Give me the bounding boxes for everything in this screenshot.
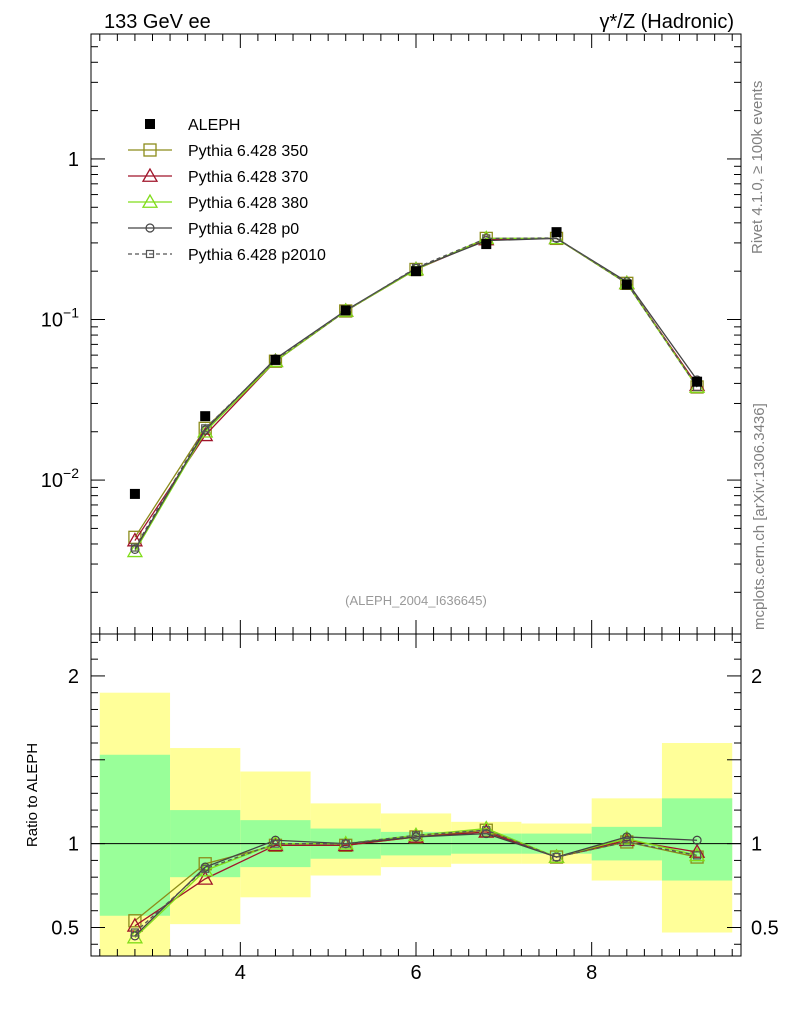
ytick-base: 10	[41, 310, 63, 332]
ratio-series-4-point-6	[552, 852, 561, 862]
data-point-2	[270, 354, 281, 365]
legend-label-3: Pythia 6.428 p0	[188, 221, 299, 238]
ytick-exp: −2	[63, 465, 79, 481]
ytick-exp: −1	[63, 305, 79, 321]
header-left: 133 GeV ee	[104, 11, 211, 33]
legend-marker-1	[141, 167, 159, 182]
data-point-6	[551, 227, 562, 238]
ytick-base: 10	[41, 470, 63, 492]
ratio-ytick-label-right-1: 1	[751, 834, 762, 856]
main-series-line-1	[134, 237, 698, 541]
ratio-ylabel: Ratio to ALEPH	[24, 743, 41, 847]
ratio-series-4-point-5	[482, 826, 491, 835]
ratio-ytick-label-left-2: 2	[68, 666, 79, 688]
legend-marker-2	[141, 193, 159, 208]
ratio-series-1-point-8	[688, 843, 706, 858]
ratio-series-4-point-4	[411, 831, 421, 840]
ratio-series-4-point-1	[201, 864, 210, 873]
ratio-band-green-0	[99, 754, 171, 916]
main-series-line-3	[134, 237, 698, 550]
main-ytick-label-1: 10−1	[41, 305, 79, 332]
main-series-1-point-1	[197, 427, 214, 442]
ratio-series-4-point-8	[692, 851, 702, 860]
ratio-xtick-label-2: 8	[586, 962, 597, 984]
ratio-series-4-point-0	[130, 928, 140, 937]
ratio-series-0-point-1	[198, 857, 212, 871]
legend-marker-4	[145, 249, 155, 259]
ratio-ytick-label-left-1: 1	[68, 834, 79, 856]
analysis-id: (ALEPH_2004_I636645)	[345, 593, 487, 608]
ratio-ytick-label-right-2: 2	[751, 666, 762, 688]
data-point-0	[129, 488, 140, 499]
ratio-series-line-3	[134, 832, 698, 937]
ratio-plot: 4 6 8 0.5 0.5 1 1 2 2 Ratio to ALEPH	[24, 633, 779, 984]
ratio-series-4-point-7	[622, 837, 631, 847]
legend-label-0: Pythia 6.428 350	[188, 143, 308, 160]
data-point-1	[200, 411, 211, 422]
ratio-series-4-point-3	[341, 839, 350, 848]
legend-label-1: Pythia 6.428 370	[188, 169, 308, 186]
side-label-bottom: mcplots.cern.ch [arXiv:1306.3436]	[751, 403, 768, 630]
ratio-xtick-label-1: 6	[410, 962, 421, 984]
data-point-5	[481, 239, 492, 250]
ratio-series-4-point-2	[271, 839, 280, 848]
main-series-line-4	[134, 237, 698, 548]
ratio-ytick-label-right-0: 0.5	[751, 917, 779, 939]
data-point-4	[411, 266, 421, 277]
main-series-line-0	[134, 237, 698, 538]
header-right: γ*/Z (Hadronic)	[600, 11, 734, 33]
main-series-4-point-1	[201, 424, 210, 433]
legend-label-4: Pythia 6.428 p2010	[188, 247, 326, 264]
ratio-series-1-point-1	[197, 870, 214, 885]
data-point-7	[621, 279, 632, 290]
legend-label-data: ALEPH	[188, 117, 240, 134]
data-point-8	[692, 376, 703, 387]
ratio-series-0-point-0	[128, 914, 142, 928]
main-ytick-label-0: 10−2	[41, 465, 79, 492]
ratio-series-3-point-8	[692, 835, 702, 845]
main-series-line-2	[134, 237, 698, 552]
legend-marker-3	[145, 223, 155, 233]
main-ytick-label-2: 1	[68, 149, 79, 171]
ratio-series-3-point-7	[622, 832, 632, 842]
ratio-series-line-4	[134, 829, 698, 934]
legend-marker-0	[143, 143, 157, 157]
ratio-xtick-label-0: 4	[235, 962, 246, 984]
data-point-3	[340, 305, 351, 316]
legend-label-2: Pythia 6.428 380	[188, 195, 308, 212]
legend-marker-data	[145, 119, 155, 129]
main-series-4-point-0	[130, 543, 140, 552]
ratio-ytick-label-left-0: 0.5	[51, 917, 79, 939]
side-label-top: Rivet 4.1.0, ≥ 100k events	[749, 81, 766, 254]
